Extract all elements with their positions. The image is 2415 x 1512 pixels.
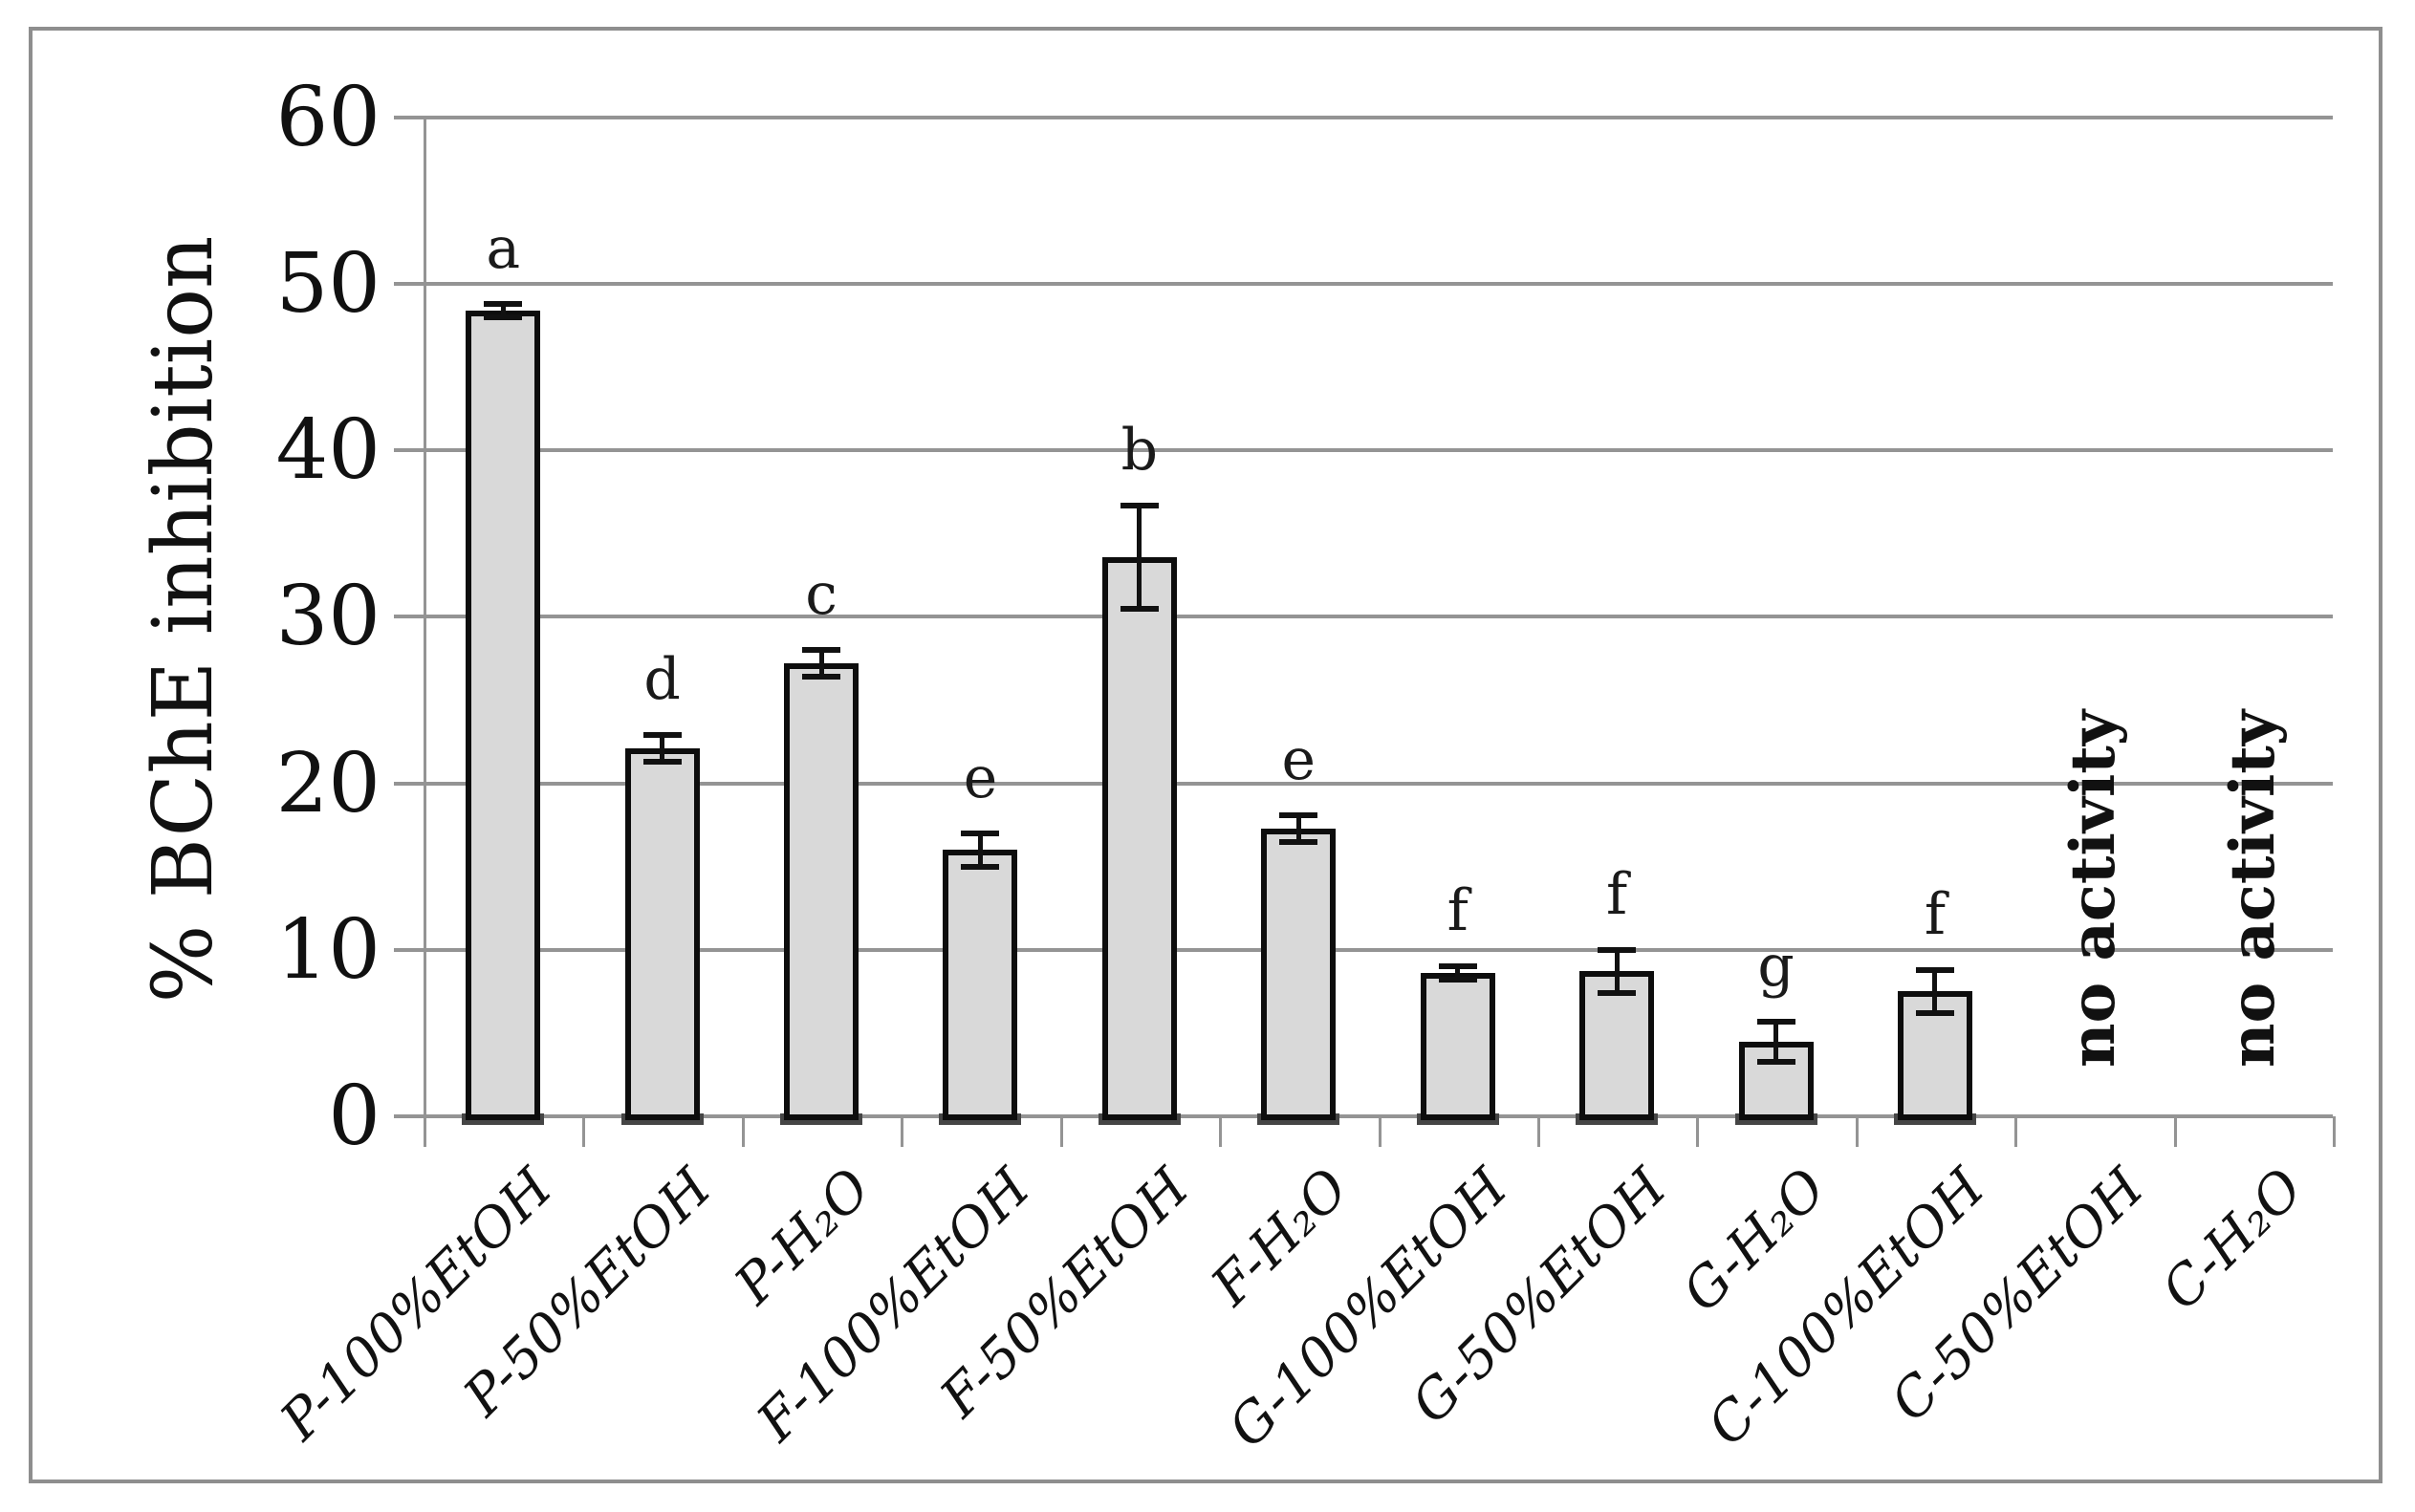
x-tick bbox=[2173, 1116, 2177, 1147]
gridline bbox=[394, 781, 2333, 786]
significance-letter: f bbox=[1606, 860, 1628, 928]
x-tick bbox=[1696, 1116, 1700, 1147]
significance-letter: d bbox=[643, 646, 681, 714]
gridline bbox=[394, 615, 2333, 619]
error-bar-top-cap bbox=[1279, 811, 1318, 818]
significance-letter: b bbox=[1120, 416, 1159, 484]
error-bar-bottom-cap bbox=[961, 863, 1000, 870]
error-bar-bottom-cap bbox=[642, 759, 682, 766]
error-bar bbox=[1137, 505, 1142, 609]
error-bar-top-cap bbox=[484, 301, 523, 308]
y-tick-label: 30 bbox=[275, 569, 381, 665]
error-bar-bottom-cap bbox=[1598, 990, 1637, 997]
error-bar bbox=[1455, 966, 1461, 981]
y-tick-label: 40 bbox=[275, 402, 381, 499]
figure-border bbox=[29, 27, 2382, 1483]
error-bar-top-cap bbox=[1598, 946, 1637, 953]
error-bar bbox=[1614, 949, 1620, 994]
x-tick bbox=[424, 1116, 426, 1147]
significance-letter: g bbox=[1757, 932, 1795, 1000]
x-tick bbox=[1536, 1116, 1540, 1147]
y-tick-label: 0 bbox=[328, 1069, 381, 1164]
error-bar-top-cap bbox=[1438, 963, 1477, 970]
x-tick bbox=[2333, 1116, 2336, 1147]
error-bar-bottom-cap bbox=[1756, 1058, 1795, 1065]
x-tick bbox=[1855, 1116, 1859, 1147]
error-bar bbox=[977, 832, 983, 867]
bar bbox=[624, 748, 700, 1120]
error-bar-top-cap bbox=[1120, 502, 1159, 508]
gridline bbox=[394, 282, 2333, 287]
no-activity-label: no activity bbox=[2216, 709, 2289, 1069]
x-tick bbox=[1059, 1116, 1063, 1147]
error-bar-bottom-cap bbox=[1120, 605, 1159, 612]
significance-letter: e bbox=[963, 744, 998, 811]
x-tick bbox=[901, 1116, 904, 1147]
gridline bbox=[394, 947, 2333, 952]
significance-letter: e bbox=[1281, 725, 1316, 793]
bar bbox=[943, 850, 1018, 1120]
error-bar bbox=[1932, 969, 1938, 1013]
bar bbox=[784, 663, 859, 1120]
error-bar bbox=[1773, 1021, 1779, 1062]
error-bar-top-cap bbox=[1756, 1018, 1795, 1025]
error-bar-top-cap bbox=[642, 732, 682, 739]
y-tick-label: 20 bbox=[275, 735, 381, 832]
significance-letter: f bbox=[1447, 877, 1469, 945]
x-tick bbox=[741, 1116, 745, 1147]
x-tick bbox=[1378, 1116, 1382, 1147]
error-bar-top-cap bbox=[802, 647, 841, 654]
significance-letter: c bbox=[805, 561, 838, 629]
error-bar bbox=[500, 304, 506, 317]
bar bbox=[1579, 971, 1655, 1120]
y-tick-label: 50 bbox=[275, 236, 381, 333]
significance-letter: f bbox=[1924, 880, 1947, 948]
error-bar-bottom-cap bbox=[1915, 1010, 1954, 1016]
bar bbox=[1261, 828, 1337, 1120]
bar bbox=[1101, 556, 1177, 1120]
gridline bbox=[394, 115, 2333, 119]
bar bbox=[466, 311, 541, 1120]
error-bar bbox=[818, 650, 824, 678]
error-bar-bottom-cap bbox=[802, 674, 841, 680]
gridline bbox=[394, 1114, 2333, 1118]
error-bar-bottom-cap bbox=[1438, 977, 1477, 983]
gridline bbox=[394, 448, 2333, 453]
error-bar-bottom-cap bbox=[1279, 838, 1318, 845]
x-tick bbox=[582, 1116, 586, 1147]
error-bar-bottom-cap bbox=[484, 313, 523, 320]
significance-letter: a bbox=[486, 215, 521, 283]
error-bar bbox=[660, 735, 665, 762]
error-bar-top-cap bbox=[1915, 966, 1954, 973]
x-tick bbox=[2014, 1116, 2018, 1147]
y-axis-line bbox=[424, 115, 426, 1147]
error-bar bbox=[1295, 814, 1301, 842]
no-activity-label: no activity bbox=[2057, 709, 2130, 1069]
y-tick-label: 10 bbox=[275, 901, 381, 998]
y-tick-label: 60 bbox=[275, 69, 381, 165]
bar bbox=[1420, 973, 1495, 1120]
x-tick bbox=[1219, 1116, 1223, 1147]
error-bar-top-cap bbox=[961, 830, 1000, 836]
